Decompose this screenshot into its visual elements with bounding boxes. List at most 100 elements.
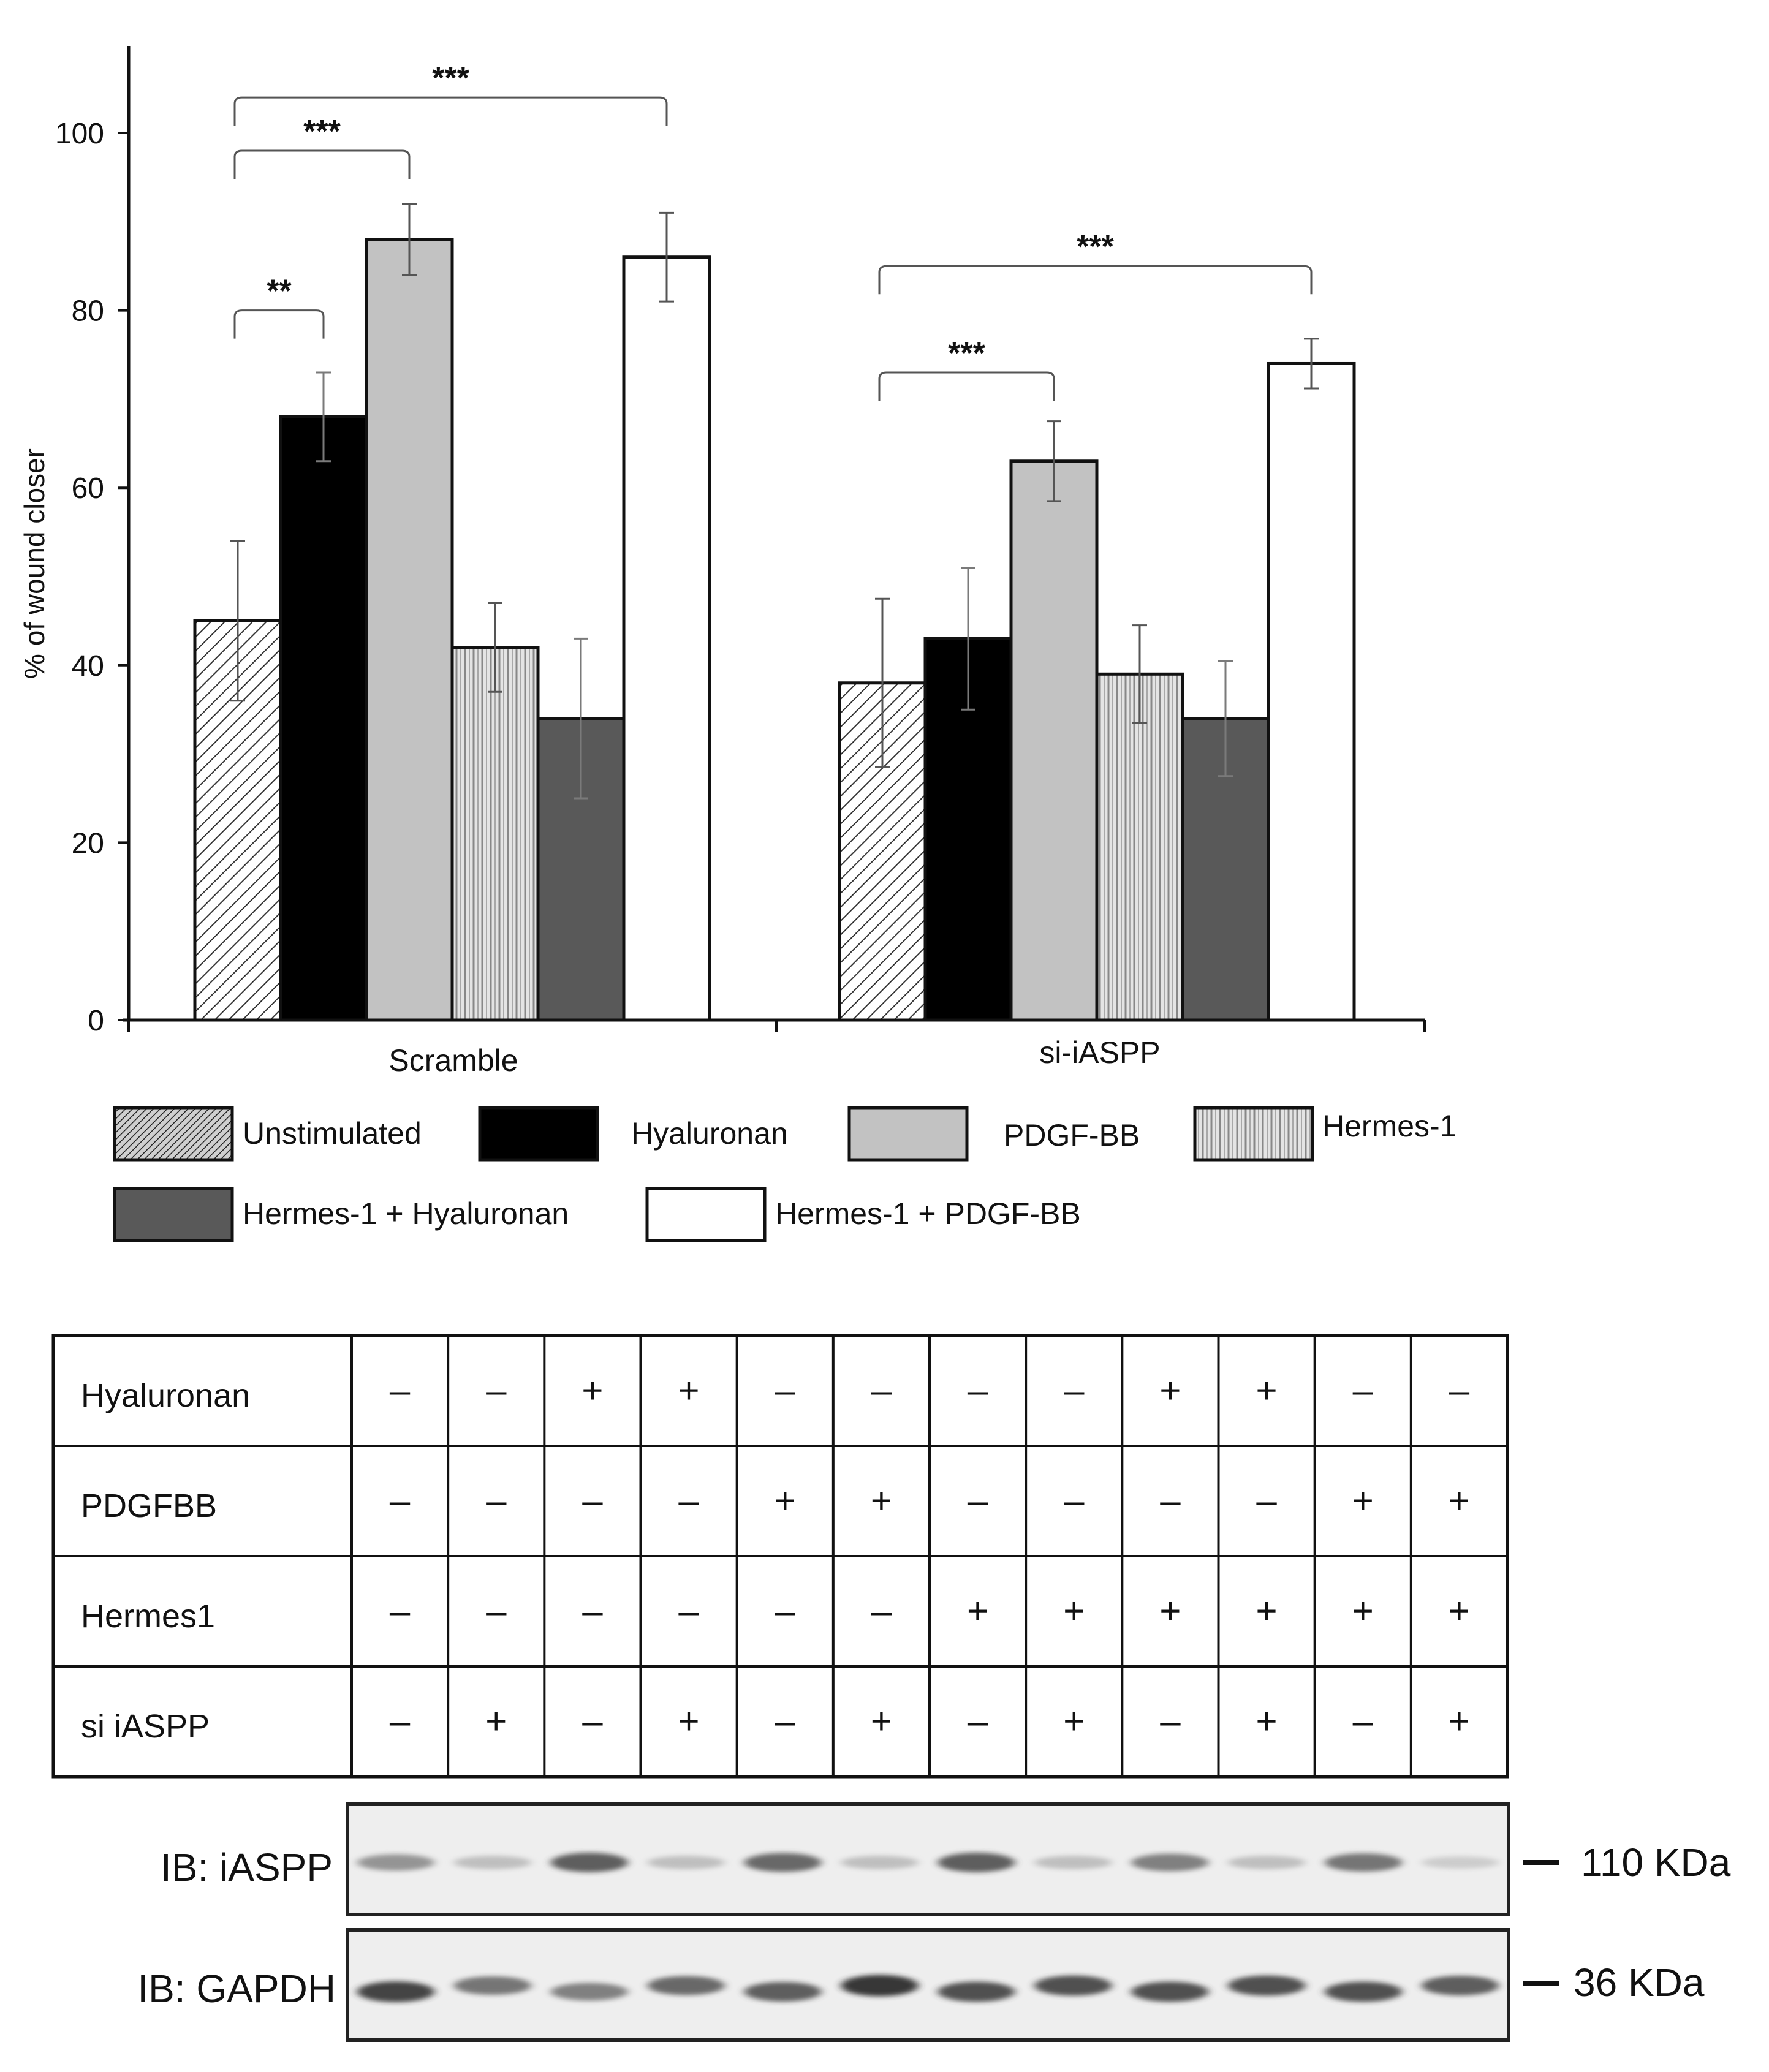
- error-bar-si-iaspp-hyaluronan: [961, 567, 975, 711]
- table-cell-pdgfbb-lane-7: –: [968, 1480, 988, 1521]
- bars: [193, 238, 1356, 1022]
- row-label-hermes1: Hermes1: [81, 1598, 215, 1635]
- y-tick-label-80: 80: [72, 295, 104, 328]
- bar-scramble-hyaluronan: [279, 415, 368, 1022]
- blot-bands-gapdh: [357, 1975, 1499, 2002]
- significance-bracket-0: **: [233, 274, 325, 339]
- row-label-hyaluronan: Hyaluronan: [81, 1377, 250, 1414]
- bar-chart: % of wound closer Scramble si-iASPP 0 20 4…: [18, 46, 1426, 1078]
- legend-item-hyaluronan: Hyaluronan: [478, 1106, 788, 1162]
- table-cell-hermes1-lane-12: +: [1449, 1590, 1470, 1632]
- table-cell-hermes1-lane-8: +: [1063, 1590, 1085, 1632]
- table-cell-pdgfbb-lane-6: +: [871, 1480, 892, 1521]
- legend-label-hermes-1-hyaluronan: Hermes-1 + Hyaluronan: [243, 1197, 569, 1231]
- y-ticks: 0 20 40 60 80 100: [55, 118, 129, 1037]
- table-cell-hyaluronan-lane-8: –: [1064, 1370, 1085, 1411]
- error-bar-si-iaspp-unstimulated: [875, 597, 890, 768]
- significance-bracket-4: ***: [878, 229, 1313, 295]
- table-cell-hyaluronan-lane-9: +: [1159, 1370, 1181, 1411]
- table-cell-si-iaspp-lane-4: +: [678, 1701, 700, 1742]
- error-bars: [230, 203, 1319, 800]
- table-cell-pdgfbb-lane-5: +: [775, 1480, 796, 1521]
- band-ib-gapdh-lane-4: [647, 1976, 725, 1995]
- legend-item-unstimulated: Unstimulated: [113, 1106, 422, 1162]
- legend-item-hermes-1-pdgf-bb: Hermes-1 + PDGF-BB: [645, 1187, 1081, 1242]
- treatment-table: Hyaluronan PDGFBB Hermes1 si iASPP – – + + –…: [51, 1334, 1509, 1779]
- table-cell-si-iaspp-lane-12: +: [1449, 1701, 1470, 1742]
- table-cell-si-iaspp-lane-2: +: [485, 1701, 507, 1742]
- table-cell-pdgfbb-lane-10: –: [1256, 1480, 1277, 1521]
- legend-label-hermes-1-pdgf-bb: Hermes-1 + PDGF-BB: [775, 1197, 1081, 1231]
- legend-label-unstimulated: Unstimulated: [243, 1116, 422, 1151]
- x-category-label-scramble: Scramble: [388, 1043, 518, 1078]
- marker-label-36: 36 KDa: [1574, 1960, 1705, 2005]
- table-cell-si-iaspp-lane-11: –: [1353, 1701, 1374, 1742]
- table-cell-si-iaspp-lane-5: –: [775, 1701, 796, 1742]
- y-tick-label-60: 60: [72, 472, 104, 505]
- legend-swatch-hermes-1-pdgf-bb: [645, 1187, 767, 1242]
- western-blots: IB: iASPP 110 KDa IB: GAPDH 36 KDa: [137, 1802, 1731, 2042]
- significance-bracket-3: ***: [878, 336, 1055, 401]
- band-ib-iaspp-lane-5: [744, 1853, 822, 1872]
- table-cell-si-iaspp-lane-9: –: [1160, 1701, 1181, 1742]
- band-ib-iaspp-lane-3: [550, 1853, 628, 1872]
- table-cell-hermes1-lane-7: +: [967, 1590, 988, 1632]
- legend-swatch-pdgf-bb: [847, 1106, 969, 1162]
- table-cell-hermes1-lane-3: –: [582, 1590, 603, 1632]
- table-cell-hyaluronan-lane-3: +: [581, 1370, 603, 1411]
- band-ib-gapdh-lane-2: [453, 1976, 532, 1995]
- legend-label-hermes-1: Hermes-1: [1322, 1109, 1456, 1143]
- table-cell-pdgfbb-lane-12: +: [1449, 1480, 1470, 1521]
- significance-label-4: ***: [1077, 229, 1114, 265]
- legend-item-hermes-1: Hermes-1: [1193, 1106, 1456, 1162]
- error-bar-scramble-unstimulated: [230, 540, 245, 702]
- table-cell-hermes1-lane-10: +: [1256, 1590, 1278, 1632]
- blot-bands-iaspp: [357, 1853, 1499, 1872]
- legend-swatch-hyaluronan: [478, 1106, 599, 1162]
- table-cell-hermes1-lane-4: –: [678, 1590, 699, 1632]
- blot-frame-iaspp: [346, 1802, 1510, 1916]
- band-ib-iaspp-lane-2: [453, 1856, 532, 1869]
- error-bar-si-iaspp-hermes-1-hyaluronan: [1218, 660, 1233, 777]
- band-ib-gapdh-lane-3: [550, 1983, 628, 2001]
- band-ib-iaspp-lane-10: [1228, 1856, 1306, 1869]
- bar-si-iaspp-hermes-1-pdgf-bb: [1267, 361, 1356, 1022]
- bar-si-iaspp-hermes-1: [1095, 672, 1184, 1022]
- table-cell-pdgfbb-lane-8: –: [1064, 1480, 1085, 1521]
- band-ib-gapdh-lane-1: [357, 1981, 435, 2002]
- bar-scramble-pdgf-bb: [365, 238, 454, 1022]
- y-tick-label-40: 40: [72, 650, 104, 682]
- table-cell-pdgfbb-lane-3: –: [582, 1480, 603, 1521]
- band-ib-iaspp-lane-7: [938, 1853, 1015, 1872]
- table-cell-pdgfbb-lane-4: –: [678, 1480, 699, 1521]
- band-ib-iaspp-lane-4: [647, 1856, 725, 1869]
- table-cell-hermes1-lane-11: +: [1352, 1590, 1374, 1632]
- y-tick-label-20: 20: [72, 827, 104, 860]
- table-cell-si-iaspp-lane-7: –: [968, 1701, 988, 1742]
- band-ib-iaspp-lane-1: [357, 1854, 435, 1871]
- error-bar-scramble-pdgf-bb: [402, 203, 417, 276]
- band-ib-gapdh-lane-7: [938, 1981, 1015, 2002]
- legend-item-pdgf-bb: PDGF-BB: [847, 1106, 1140, 1162]
- band-ib-gapdh-lane-8: [1034, 1975, 1112, 1996]
- error-bar-scramble-hermes-1-pdgf-bb: [659, 211, 674, 303]
- table-grid: [53, 1336, 1507, 1777]
- table-cell-si-iaspp-lane-10: +: [1256, 1701, 1278, 1742]
- table-cell-si-iaspp-lane-1: –: [390, 1701, 411, 1742]
- error-bar-si-iaspp-hermes-1: [1132, 624, 1147, 724]
- table-cell-hyaluronan-lane-10: +: [1256, 1370, 1278, 1411]
- table-row-labels: Hyaluronan PDGFBB Hermes1 si iASPP: [81, 1377, 250, 1745]
- table-cell-hyaluronan-lane-1: –: [390, 1370, 411, 1411]
- table-cell-hyaluronan-lane-11: –: [1353, 1370, 1374, 1411]
- error-bar-scramble-hyaluronan: [316, 371, 331, 463]
- table-cell-si-iaspp-lane-6: +: [871, 1701, 892, 1742]
- table-cell-hyaluronan-lane-2: –: [486, 1370, 507, 1411]
- bar-scramble-hermes-1-pdgf-bb: [622, 255, 711, 1022]
- table-cell-hyaluronan-lane-4: +: [678, 1370, 700, 1411]
- table-cell-hyaluronan-lane-6: –: [871, 1370, 892, 1411]
- band-ib-gapdh-lane-12: [1421, 1976, 1499, 1995]
- table-cell-hyaluronan-lane-12: –: [1449, 1370, 1470, 1411]
- band-ib-gapdh-lane-9: [1131, 1981, 1209, 2002]
- blot-iaspp: IB: iASPP 110 KDa: [161, 1802, 1731, 1916]
